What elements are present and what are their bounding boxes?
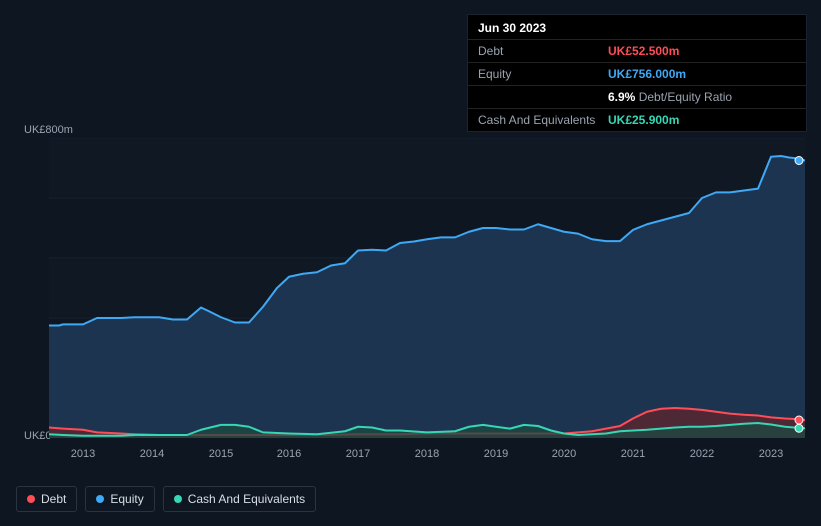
legend-dot-icon — [96, 495, 104, 503]
x-axis-labels: 2013 2014 2015 2016 2017 2018 2019 2020 2021 2022… — [49, 448, 805, 466]
legend-dot-icon — [174, 495, 182, 503]
tooltip-row: EquityUK£756.000m — [468, 63, 806, 86]
x-axis-year-label: 2015 — [209, 448, 233, 460]
chart-area: UK£800m UK£0 201320142015201620172018201… — [16, 116, 805, 476]
x-axis-year-label: 2014 — [140, 448, 164, 460]
legend-item[interactable]: Equity — [85, 486, 154, 512]
tooltip-row-label: Equity — [478, 67, 608, 81]
tooltip-date: Jun 30 2023 — [468, 15, 806, 40]
x-axis-year-label: 2020 — [552, 448, 576, 460]
tooltip-row: 6.9% Debt/Equity Ratio — [468, 86, 806, 109]
chart-plot[interactable] — [49, 138, 805, 438]
x-axis-year-label: 2022 — [690, 448, 714, 460]
x-axis-year-label: 2017 — [346, 448, 370, 460]
legend-dot-icon — [27, 495, 35, 503]
tooltip-row-value: 6.9% Debt/Equity Ratio — [608, 90, 732, 104]
legend-label: Cash And Equivalents — [188, 492, 305, 506]
legend-label: Equity — [110, 492, 143, 506]
legend-label: Debt — [41, 492, 66, 506]
tooltip-row-label — [478, 90, 608, 104]
x-axis-year-label: 2018 — [415, 448, 439, 460]
y-axis-zero-label: UK£0 — [24, 430, 52, 442]
legend-item[interactable]: Cash And Equivalents — [163, 486, 316, 512]
tooltip-row-value: UK£756.000m — [608, 67, 686, 81]
x-axis-year-label: 2016 — [277, 448, 301, 460]
tooltip-row-value: UK£52.500m — [608, 44, 679, 58]
y-axis-max-label: UK£800m — [24, 124, 73, 136]
tooltip-row: DebtUK£52.500m — [468, 40, 806, 63]
chart-tooltip: Jun 30 2023 DebtUK£52.500mEquityUK£756.0… — [467, 14, 807, 132]
x-axis-year-label: 2021 — [621, 448, 645, 460]
legend-item[interactable]: Debt — [16, 486, 77, 512]
x-axis-year-label: 2013 — [71, 448, 95, 460]
x-axis-year-label: 2019 — [484, 448, 508, 460]
chart-legend: Debt Equity Cash And Equivalents — [16, 486, 316, 512]
tooltip-row-label: Debt — [478, 44, 608, 58]
x-axis-year-label: 2023 — [759, 448, 783, 460]
